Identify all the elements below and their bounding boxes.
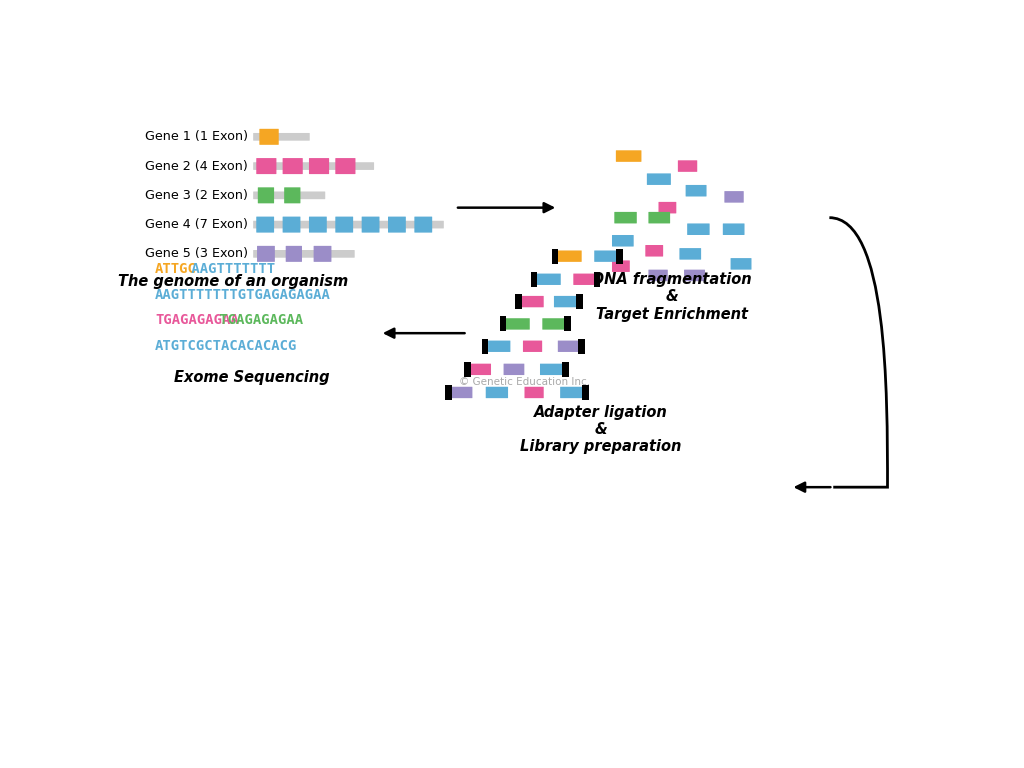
FancyBboxPatch shape <box>648 270 668 281</box>
FancyBboxPatch shape <box>488 340 510 352</box>
Text: Gene 2 (4 Exon): Gene 2 (4 Exon) <box>145 160 248 173</box>
FancyBboxPatch shape <box>361 217 380 233</box>
FancyBboxPatch shape <box>335 158 355 174</box>
FancyBboxPatch shape <box>648 212 670 223</box>
FancyBboxPatch shape <box>614 212 637 223</box>
FancyBboxPatch shape <box>678 161 697 172</box>
FancyBboxPatch shape <box>523 340 542 352</box>
FancyBboxPatch shape <box>258 187 274 204</box>
FancyBboxPatch shape <box>253 250 354 258</box>
FancyBboxPatch shape <box>485 387 508 398</box>
FancyBboxPatch shape <box>415 217 432 233</box>
FancyBboxPatch shape <box>335 217 353 233</box>
FancyBboxPatch shape <box>506 318 529 329</box>
Bar <box>481 339 488 354</box>
Bar <box>515 294 521 310</box>
Bar <box>530 272 538 286</box>
FancyBboxPatch shape <box>540 364 562 375</box>
Text: AAGTTTTTTTGTGAGAGAGAA: AAGTTTTTTTGTGAGAGAGAA <box>155 288 331 302</box>
FancyBboxPatch shape <box>612 260 630 272</box>
FancyBboxPatch shape <box>612 235 634 247</box>
FancyBboxPatch shape <box>724 191 743 203</box>
Bar <box>583 385 589 400</box>
FancyBboxPatch shape <box>684 270 705 281</box>
FancyBboxPatch shape <box>543 318 564 329</box>
Text: ATGTCGCTACACACACG: ATGTCGCTACACACACG <box>155 339 298 353</box>
FancyBboxPatch shape <box>558 340 579 352</box>
Text: ATTGC: ATTGC <box>155 262 197 276</box>
Text: Gene 1 (1 Exon): Gene 1 (1 Exon) <box>145 131 248 144</box>
FancyBboxPatch shape <box>554 296 577 307</box>
FancyBboxPatch shape <box>723 223 744 235</box>
FancyBboxPatch shape <box>285 187 300 204</box>
FancyBboxPatch shape <box>558 250 582 262</box>
FancyBboxPatch shape <box>615 151 641 162</box>
Bar <box>464 362 471 377</box>
FancyBboxPatch shape <box>313 246 332 262</box>
Bar <box>579 339 585 354</box>
Bar <box>616 249 623 263</box>
Bar <box>500 316 506 332</box>
FancyBboxPatch shape <box>687 223 710 235</box>
FancyBboxPatch shape <box>730 258 752 270</box>
FancyBboxPatch shape <box>257 246 274 262</box>
Text: DNA fragmentation
&
Target Enrichment: DNA fragmentation & Target Enrichment <box>592 272 752 322</box>
FancyBboxPatch shape <box>537 273 561 285</box>
Text: Adapter ligation
&
Library preparation: Adapter ligation & Library preparation <box>520 405 681 455</box>
FancyBboxPatch shape <box>686 185 707 197</box>
FancyBboxPatch shape <box>253 191 326 199</box>
FancyBboxPatch shape <box>470 364 492 375</box>
Bar <box>594 272 600 286</box>
Text: Gene 5 (3 Exon): Gene 5 (3 Exon) <box>145 247 248 260</box>
FancyBboxPatch shape <box>573 273 594 285</box>
Text: Gene 3 (2 Exon): Gene 3 (2 Exon) <box>145 189 248 202</box>
FancyBboxPatch shape <box>645 245 664 257</box>
FancyBboxPatch shape <box>679 248 701 260</box>
FancyBboxPatch shape <box>594 250 616 262</box>
FancyBboxPatch shape <box>560 387 583 398</box>
Text: TGAGAGAGAA: TGAGAGAGAA <box>211 313 303 327</box>
FancyBboxPatch shape <box>658 202 676 214</box>
Text: AAGTTTTTTT: AAGTTTTTTT <box>183 262 275 276</box>
Bar <box>575 294 583 310</box>
FancyBboxPatch shape <box>256 217 274 233</box>
FancyBboxPatch shape <box>253 133 309 141</box>
Bar <box>564 316 571 332</box>
Text: Exome Sequencing: Exome Sequencing <box>174 369 330 385</box>
FancyBboxPatch shape <box>286 246 302 262</box>
FancyBboxPatch shape <box>259 129 279 145</box>
FancyBboxPatch shape <box>452 387 472 398</box>
FancyBboxPatch shape <box>309 158 329 174</box>
FancyBboxPatch shape <box>253 162 374 170</box>
FancyBboxPatch shape <box>524 387 544 398</box>
Bar <box>562 362 568 377</box>
FancyBboxPatch shape <box>256 158 276 174</box>
Text: © Genetic Education Inc.: © Genetic Education Inc. <box>459 376 591 386</box>
FancyBboxPatch shape <box>253 220 443 228</box>
FancyBboxPatch shape <box>283 158 303 174</box>
FancyBboxPatch shape <box>309 217 327 233</box>
Bar <box>552 249 558 263</box>
Bar <box>445 385 452 400</box>
FancyBboxPatch shape <box>647 174 671 185</box>
FancyBboxPatch shape <box>504 364 524 375</box>
Text: TGAGAGAGAA: TGAGAGAGAA <box>155 313 239 327</box>
Text: The genome of an organism: The genome of an organism <box>118 274 348 289</box>
FancyBboxPatch shape <box>521 296 544 307</box>
FancyBboxPatch shape <box>388 217 406 233</box>
Text: Gene 4 (7 Exon): Gene 4 (7 Exon) <box>145 218 248 231</box>
FancyBboxPatch shape <box>283 217 300 233</box>
